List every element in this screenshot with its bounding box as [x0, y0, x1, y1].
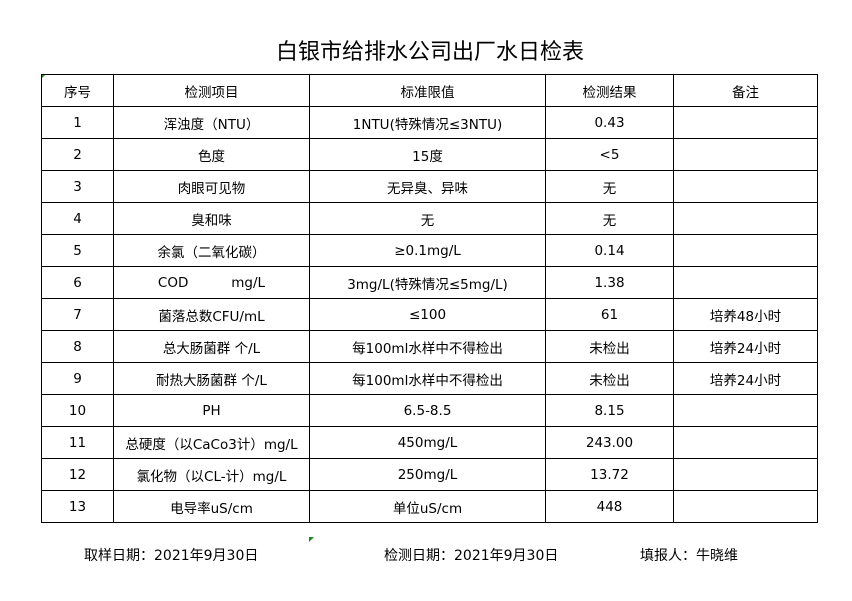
table-row: 3 肉眼可见物 无异臭、异味无	[41, 170, 818, 203]
cell-marker	[309, 537, 314, 542]
table-cell: 250mg/L	[309, 458, 546, 491]
table-cell	[673, 170, 818, 203]
table-cell: 15度	[309, 138, 546, 171]
table-cell: 7	[41, 298, 114, 331]
table-cell: PH	[113, 394, 310, 427]
table-cell: 无	[545, 170, 674, 203]
table-cell: 1NTU(特殊情况≤3NTU)	[309, 106, 546, 139]
table-row: 5 余氯（二氧化碳） ≥0.1mg/L 0.14	[41, 234, 818, 267]
table-cell: 培养24小时	[673, 362, 818, 395]
table-row: 7 菌落总数CFU/mL ≤100 61 培养48小时	[41, 298, 818, 331]
table-row: 4 臭和味无无	[41, 202, 818, 235]
table-cell: 无	[309, 202, 546, 235]
page-title: 白银市给排水公司出厂水日检表	[275, 40, 584, 65]
table-row: 9 耐热大肠菌群 个/L 每100ml水样中不得检出 未检出 培养24小时	[41, 362, 818, 395]
table-cell	[673, 138, 818, 171]
table-cell	[673, 458, 818, 491]
table-cell: 氯化物（以CL-计）mg/L	[113, 458, 310, 491]
table-row: 12 氯化物（以CL-计）mg/L 250mg/L 13.72	[41, 458, 818, 491]
table-cell: 450mg/L	[309, 426, 546, 459]
table-cell: 13.72	[545, 458, 674, 491]
table-cell: ≥0.1mg/L	[309, 234, 546, 267]
table-cell: 448	[545, 490, 674, 523]
table-cell: 6.5-8.5	[309, 394, 546, 427]
table-cell: 培养24小时	[673, 330, 818, 363]
table-row: 2 色度 15度 <5	[41, 138, 818, 171]
table-cell: 3mg/L(特殊情况≤5mg/L)	[309, 266, 546, 299]
table-cell: 8	[41, 330, 114, 363]
table-cell: 电导率uS/cm	[113, 490, 310, 523]
table-row: 6 COD mg/L 3mg/L(特殊情况≤5mg/L) 1.38	[41, 266, 818, 299]
table-cell	[673, 106, 818, 139]
table-cell: 0.43	[545, 106, 674, 139]
table-cell: 3	[41, 170, 114, 203]
table-row: 10 PH 6.5-8.5 8.15	[41, 394, 818, 427]
table-cell: 2	[41, 138, 114, 171]
table-cell: 11	[41, 426, 114, 459]
table-cell: 耐热大肠菌群 个/L	[113, 362, 310, 395]
table-cell: 检测项目	[113, 74, 310, 107]
table-cell: 无异臭、异味	[309, 170, 546, 203]
table-cell: 标准限值	[309, 74, 546, 107]
table-cell: 13	[41, 490, 114, 523]
table-cell: 余氯（二氧化碳）	[113, 234, 310, 267]
table-cell: 单位uS/cm	[309, 490, 546, 523]
table-row: 11 总硬度（以CaCo3计）mg/L 450mg/L 243.00	[41, 426, 818, 459]
table-cell: 未检出	[545, 362, 674, 395]
table-cell: <5	[545, 138, 674, 171]
table-cell: 浑浊度（NTU）	[113, 106, 310, 139]
table-cell: 总硬度（以CaCo3计）mg/L	[113, 426, 310, 459]
table-cell: 8.15	[545, 394, 674, 427]
table-cell: 每100ml水样中不得检出	[309, 362, 546, 395]
table-cell: 4	[41, 202, 114, 235]
table-cell: COD mg/L	[113, 266, 310, 299]
test-date: 检测日期：2021年9月30日	[384, 548, 559, 564]
table-cell	[673, 234, 818, 267]
table-cell: 每100ml水样中不得检出	[309, 330, 546, 363]
table-cell: 无	[545, 202, 674, 235]
table-cell: 1	[41, 106, 114, 139]
table-row: 13 电导率uS/cm 单位uS/cm 448	[41, 490, 818, 523]
table-cell: 61	[545, 298, 674, 331]
table-cell: 肉眼可见物	[113, 170, 310, 203]
table-cell	[673, 490, 818, 523]
table-cell	[673, 394, 818, 427]
table-cell: 臭和味	[113, 202, 310, 235]
table-cell: 序号	[41, 74, 114, 107]
sample-date: 取样日期：2021年9月30日	[84, 548, 259, 564]
table-cell: 检测结果	[545, 74, 674, 107]
table-cell: 备注	[673, 74, 818, 107]
table-cell: 6	[41, 266, 114, 299]
table-cell: 5	[41, 234, 114, 267]
table-cell	[673, 426, 818, 459]
table-cell: 12	[41, 458, 114, 491]
table-cell: 10	[41, 394, 114, 427]
table-header-row: 序号 检测项目 标准限值 检测结果 备注	[41, 74, 818, 107]
table-cell: 色度	[113, 138, 310, 171]
table-cell: 菌落总数CFU/mL	[113, 298, 310, 331]
table-cell	[673, 202, 818, 235]
table-cell	[673, 266, 818, 299]
reporter: 填报人：牛晓维	[640, 548, 738, 564]
table-cell: 0.14	[545, 234, 674, 267]
inspection-table: 序号 检测项目 标准限值 检测结果 备注 1 浑浊度（NTU） 1NTU(特殊情况≤3NTU)…	[41, 74, 818, 523]
table-cell: 243.00	[545, 426, 674, 459]
table-cell: 9	[41, 362, 114, 395]
table-cell: 未检出	[545, 330, 674, 363]
table-row: 8 总大肠菌群 个/L 每100ml水样中不得检出 未检出 培养24小时	[41, 330, 818, 363]
table-row: 1 浑浊度（NTU） 1NTU(特殊情况≤3NTU) 0.43	[41, 106, 818, 139]
table-cell: 1.38	[545, 266, 674, 299]
table-cell: 培养48小时	[673, 298, 818, 331]
table-cell: ≤100	[309, 298, 546, 331]
table-cell: 总大肠菌群 个/L	[113, 330, 310, 363]
